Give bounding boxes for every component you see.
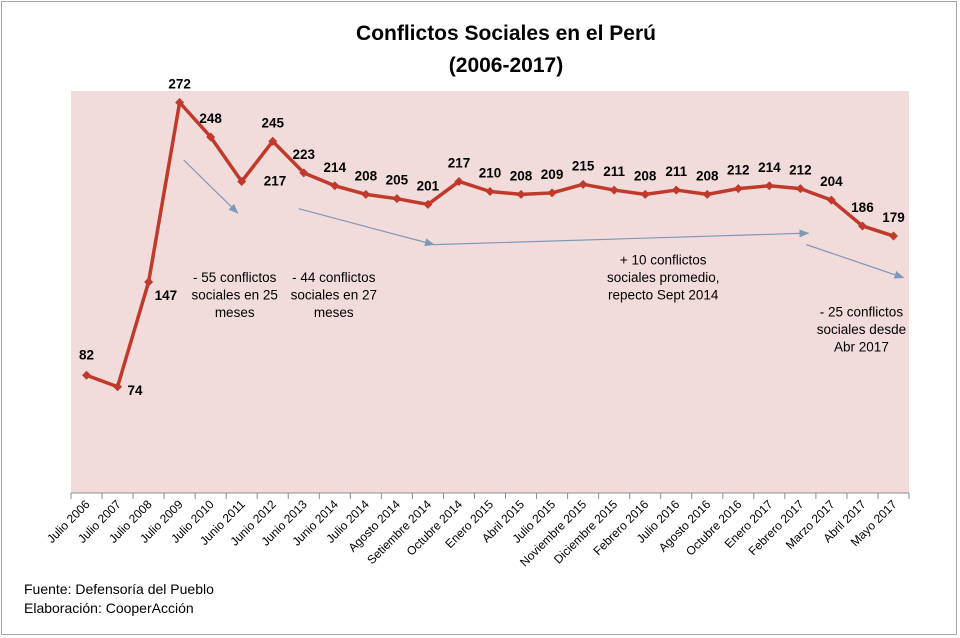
- trend-arrows: [183, 159, 905, 279]
- data-label: 208: [696, 168, 719, 183]
- annotation-note: - 55 conflictos sociales en 25 meses: [192, 270, 278, 320]
- data-point: [888, 231, 898, 241]
- trend-arrow: [298, 208, 435, 247]
- data-point: [485, 187, 495, 196]
- data-label: 212: [789, 163, 812, 178]
- data-labels: 82 74 147 272 248 217 245 223 214 208 205 201 217 210…: [79, 76, 905, 397]
- data-label: 208: [510, 168, 533, 183]
- data-label: 212: [727, 163, 750, 178]
- series-line: [82, 97, 898, 392]
- annotation-note: - 25 conflictos sociales desde Abr 2017: [817, 304, 906, 354]
- data-point: [826, 195, 836, 205]
- data-point: [764, 181, 774, 191]
- data-label: 245: [261, 115, 284, 130]
- annotation-note: - 44 conflictos sociales en 27 meses: [291, 270, 377, 320]
- data-label: 205: [386, 173, 409, 188]
- data-point: [857, 221, 867, 231]
- data-label: 186: [851, 200, 874, 215]
- data-label: 211: [665, 164, 687, 179]
- annotation-line: repecto Sept 2014: [608, 288, 719, 303]
- data-label: 201: [417, 178, 440, 193]
- annotation-note: + 10 conflictos sociales promedio, repecto…: [607, 253, 720, 303]
- chart-title: Conflictos Sociales en el Perú: [356, 22, 656, 45]
- annotation-line: meses: [314, 305, 354, 320]
- data-point: [702, 189, 712, 199]
- data-point: [330, 181, 340, 191]
- data-point: [175, 97, 185, 107]
- footer: Fuente: Defensoría del Pueblo Elaboració…: [24, 580, 214, 618]
- data-label: 223: [293, 147, 316, 162]
- data-point: [609, 185, 619, 195]
- data-label: 208: [355, 168, 378, 183]
- data-label: 82: [79, 347, 94, 362]
- trend-arrow: [433, 229, 810, 246]
- trend-arrow: [806, 244, 905, 279]
- annotation-line: - 44 conflictos: [292, 270, 376, 285]
- data-label: 147: [155, 288, 178, 303]
- annotation-line: + 10 conflictos: [620, 253, 707, 268]
- data-point: [795, 184, 805, 194]
- data-point: [423, 199, 433, 209]
- chart-subtitle: (2006-2017): [449, 54, 563, 77]
- annotation-line: sociales en 25: [192, 287, 278, 302]
- data-point: [547, 188, 557, 198]
- data-label: 248: [199, 111, 222, 126]
- data-point: [578, 179, 588, 189]
- data-label: 210: [479, 166, 502, 181]
- data-point: [454, 176, 464, 186]
- data-point: [671, 185, 681, 195]
- data-point: [516, 189, 526, 199]
- data-point: [206, 132, 216, 142]
- credit-note: Elaboración: CooperAcción: [24, 600, 194, 616]
- annotation-line: sociales promedio,: [607, 270, 720, 285]
- data-label: 215: [572, 158, 595, 173]
- data-point: [268, 136, 278, 146]
- annotation-line: meses: [215, 305, 255, 320]
- data-point: [361, 189, 371, 199]
- data-point: [640, 189, 650, 199]
- data-point: [113, 382, 123, 392]
- annotation-line: - 55 conflictos: [193, 270, 277, 285]
- data-label: 211: [603, 164, 625, 179]
- trend-arrow: [183, 159, 239, 214]
- data-label: 208: [634, 168, 657, 183]
- data-label: 179: [882, 210, 905, 225]
- data-label: 217: [264, 173, 287, 188]
- annotation-line: sociales desde: [817, 322, 906, 337]
- data-point: [299, 168, 309, 178]
- data-point: [237, 176, 247, 186]
- data-point: [392, 194, 402, 204]
- data-label: 272: [168, 76, 191, 91]
- annotation-line: Abr 2017: [834, 339, 889, 354]
- data-label: 214: [324, 160, 347, 175]
- data-point: [144, 277, 154, 287]
- data-label: 217: [448, 155, 471, 170]
- source-note: Fuente: Defensoría del Pueblo: [24, 581, 214, 597]
- annotation-line: sociales en 27: [291, 287, 377, 302]
- annotation-line: - 25 conflictos: [820, 304, 904, 319]
- data-label: 204: [820, 174, 843, 189]
- data-label: 214: [758, 160, 781, 175]
- data-label: 209: [541, 167, 564, 182]
- data-point: [733, 184, 743, 194]
- plot-area: [71, 91, 909, 493]
- data-label: 74: [128, 383, 144, 398]
- data-point: [82, 370, 92, 380]
